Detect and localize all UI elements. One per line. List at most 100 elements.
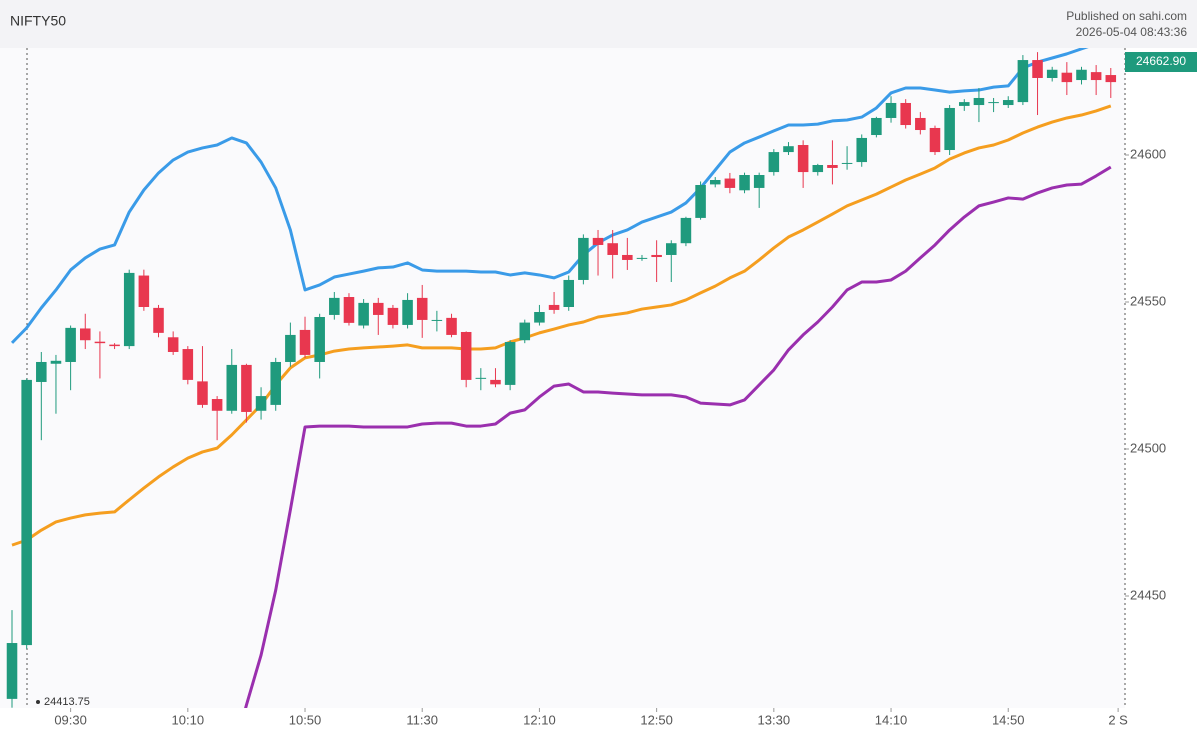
candle-body (416, 297, 428, 320)
header-band (0, 0, 1197, 48)
candle-body (768, 152, 780, 173)
candle-body (182, 349, 194, 380)
candle-body (1032, 60, 1043, 78)
candle-body (724, 178, 736, 188)
x-tick-label: 2 S (1108, 712, 1128, 727)
candle-body (622, 254, 633, 260)
candle-body (314, 316, 325, 362)
candle-body (753, 175, 765, 188)
candle-body (431, 319, 443, 321)
x-tick-label: 14:10 (875, 712, 908, 727)
candle-body (226, 364, 238, 411)
candle-body (695, 184, 706, 218)
candle-body (885, 102, 897, 118)
candle-body (900, 102, 911, 126)
candle-body (329, 297, 340, 315)
candle-body (255, 396, 267, 411)
candle-body (475, 377, 487, 379)
candle-body (592, 237, 604, 245)
candle-body (1061, 72, 1073, 83)
x-tick-label: 13:30 (758, 712, 791, 727)
candle-body (636, 257, 648, 259)
candle-body (270, 361, 281, 405)
chart-title: NIFTY50 (10, 13, 66, 29)
candle-body (490, 379, 501, 385)
candle-body (929, 127, 941, 153)
candle-body (548, 304, 560, 310)
candle-body (65, 327, 76, 362)
candle-body (94, 341, 106, 344)
candle-body (109, 344, 120, 347)
candle-body (446, 317, 457, 335)
candle-body (915, 117, 926, 131)
y-tick-label: 24600 (1130, 146, 1166, 161)
candle-body (709, 180, 721, 185)
x-tick-label: 12:10 (523, 712, 556, 727)
candle-body (358, 302, 369, 326)
x-tick-label: 11:30 (406, 712, 438, 727)
x-tick-label: 10:10 (172, 712, 205, 727)
candle-body (1105, 75, 1117, 83)
candle-body (343, 297, 355, 323)
price-axis (1125, 48, 1197, 708)
x-tick-label: 09:30 (54, 712, 87, 727)
plot-area (0, 48, 1125, 708)
candle-body (1046, 69, 1058, 78)
candle-body (534, 312, 545, 323)
candle-body (21, 379, 32, 646)
candle-body (402, 299, 413, 325)
candle-body (285, 334, 296, 362)
candle-body (36, 361, 47, 382)
last-price: 24662.90 (1136, 54, 1186, 68)
timestamp: 2026-05-04 08:43:36 (1076, 25, 1188, 39)
band-line (10, 48, 1089, 344)
candle-body (812, 165, 824, 173)
candle-body (387, 307, 399, 325)
candle-body (1017, 60, 1029, 103)
candle-body (1002, 100, 1014, 106)
y-tick-label: 24500 (1130, 440, 1166, 455)
low-marker-dot (36, 700, 40, 704)
candle-body (372, 302, 384, 315)
candle-body (138, 275, 150, 308)
candle-body (50, 360, 62, 364)
candle-body (167, 337, 179, 352)
candle-body (607, 243, 618, 255)
candle-body (944, 107, 955, 151)
candle-body (197, 381, 208, 405)
candle-body (680, 217, 692, 244)
candle-body (299, 329, 311, 355)
candle-body (211, 399, 223, 411)
band-line (11, 104, 1112, 547)
x-tick-label: 10:50 (289, 712, 322, 727)
candle-body (651, 254, 662, 258)
candle-body (578, 237, 589, 280)
candle-body (973, 97, 985, 106)
low-marker: 24413.75 (44, 696, 90, 708)
candle-body (460, 331, 472, 380)
candle-body (666, 243, 677, 255)
candle-body (563, 279, 575, 308)
candle-body (1090, 72, 1102, 81)
candle-body (739, 175, 750, 191)
candle-body (123, 272, 135, 347)
candle-body (797, 145, 809, 173)
candle-body (79, 328, 91, 341)
candle-body (841, 162, 853, 164)
candle-body (783, 146, 794, 153)
x-tick-label: 14:50 (992, 712, 1025, 727)
candle-body (1076, 69, 1087, 81)
candle-body (153, 307, 164, 333)
candle-body (856, 137, 868, 163)
candle-body (988, 102, 999, 104)
publisher: Published on sahi.com (1066, 9, 1187, 23)
candle-body (827, 165, 838, 168)
x-tick-label: 12:50 (640, 712, 673, 727)
plot-marks (6, 48, 1117, 708)
band-line (244, 165, 1112, 708)
last-price-box (1125, 52, 1197, 72)
y-tick-label: 24550 (1130, 293, 1166, 308)
y-tick-label: 24450 (1130, 587, 1166, 602)
